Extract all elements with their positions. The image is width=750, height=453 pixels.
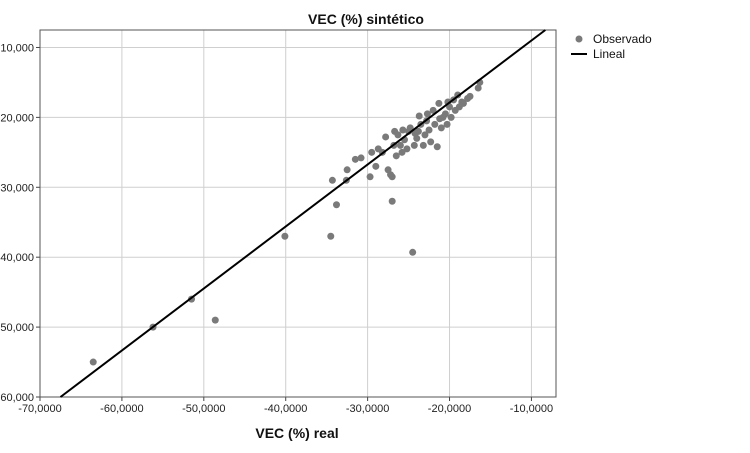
data-point (419, 141, 427, 149)
y-tick-label: -40,000 (0, 252, 34, 264)
data-point (436, 115, 444, 123)
data-point (366, 173, 374, 181)
data-point (382, 133, 390, 141)
x-tick-label: -60,0000 (100, 403, 143, 415)
data-point (327, 232, 335, 240)
data-point (447, 113, 455, 121)
data-point (427, 138, 435, 146)
data-point (211, 316, 219, 324)
data-point (388, 197, 396, 205)
data-point (421, 131, 429, 139)
x-tick-label: -20,0000 (428, 403, 471, 415)
x-tick-label: -50,0000 (182, 403, 225, 415)
x-axis-label: VEC (%) real (255, 425, 338, 441)
legend: Observado Lineal (571, 32, 652, 61)
y-tick-label: -50,000 (0, 322, 34, 334)
data-point (372, 162, 380, 170)
data-point (435, 99, 443, 107)
x-tick-label: -70,0000 (18, 403, 61, 415)
data-point (409, 248, 417, 256)
data-point (351, 155, 359, 163)
data-point (368, 148, 376, 156)
data-point (444, 98, 452, 106)
data-point (441, 110, 449, 118)
chart-title: VEC (%) sintético (308, 11, 424, 27)
data-point (415, 112, 423, 120)
data-point (357, 154, 365, 162)
data-point (399, 126, 407, 134)
legend-marker-observado (575, 35, 583, 43)
data-point (443, 120, 451, 128)
data-point (425, 126, 433, 134)
data-point (431, 120, 439, 128)
data-point (474, 84, 482, 92)
data-point (406, 124, 414, 132)
data-point (423, 110, 431, 118)
data-points (89, 78, 484, 366)
data-point (437, 124, 445, 132)
data-point (328, 176, 336, 184)
x-tick-label: -30,0000 (346, 403, 389, 415)
y-tick-label: -20,000 (0, 112, 34, 124)
data-point (396, 141, 404, 149)
data-point (429, 106, 437, 114)
data-point (403, 145, 411, 153)
x-tick-label: -40,0000 (264, 403, 307, 415)
data-point (281, 232, 289, 240)
y-tick-label: -10,000 (0, 42, 34, 54)
axes: -70,0000 -60,0000 -50,0000 -40,0000 -30,0000… (0, 29, 557, 415)
data-point (343, 166, 351, 174)
data-point (388, 173, 396, 181)
data-point (459, 99, 467, 107)
data-point (332, 201, 340, 209)
data-point (398, 148, 406, 156)
data-point (410, 141, 418, 149)
fit-line-group (59, 29, 546, 398)
data-point (433, 143, 441, 151)
data-point (89, 358, 97, 366)
y-tick-label: -30,000 (0, 182, 34, 194)
legend-label-lineal: Lineal (593, 47, 625, 61)
plot-frame (39, 29, 557, 398)
fit-line (59, 29, 546, 398)
data-point (391, 127, 399, 135)
data-point (411, 129, 419, 137)
legend-label-observado: Observado (593, 32, 652, 46)
x-tick-label: -10,0000 (510, 403, 553, 415)
y-tick-label: -60,000 (0, 392, 34, 404)
data-point (466, 92, 474, 100)
data-point (392, 152, 400, 160)
